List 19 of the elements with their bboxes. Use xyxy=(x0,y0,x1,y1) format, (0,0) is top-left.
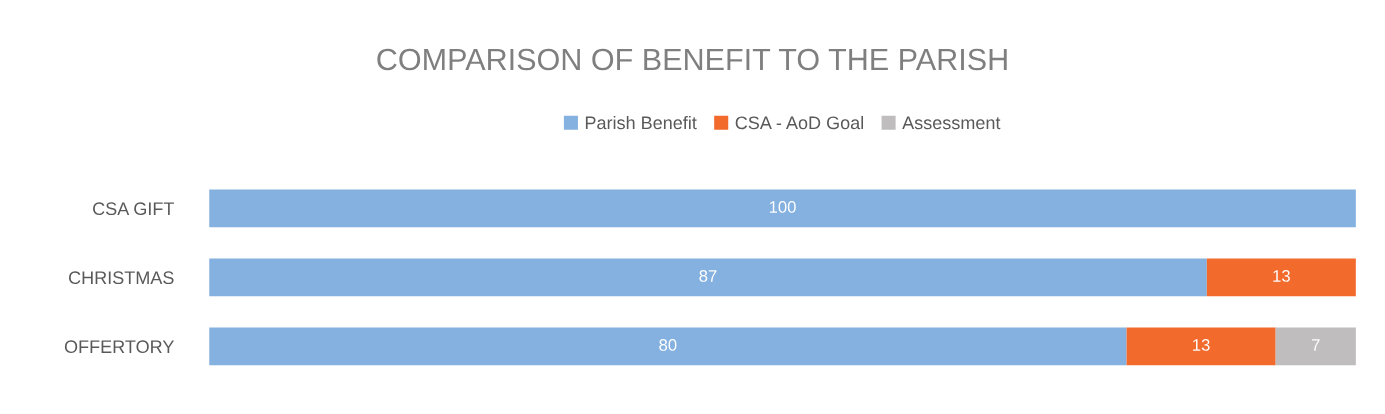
y-tick-label: CSA GIFT xyxy=(93,202,174,216)
data-label: 7 xyxy=(1312,339,1320,351)
bar xyxy=(1206,258,1356,297)
chart-title: COMPARISON OF BENEFIT TO THE PARISH xyxy=(377,48,1007,71)
legend-label: Assessment xyxy=(902,116,1001,130)
data-label: 13 xyxy=(1273,270,1290,282)
data-label: 87 xyxy=(699,270,717,282)
data-label: 80 xyxy=(659,339,677,351)
legend-label: CSA - AoD Goal xyxy=(735,115,864,130)
bar xyxy=(1126,327,1276,366)
y-tick-label: OFFERTORY xyxy=(64,340,175,354)
bar xyxy=(1275,327,1356,366)
y-tick-label: CHRISTMAS xyxy=(69,271,174,285)
legend-label: Parish Benefit xyxy=(585,115,697,130)
bar xyxy=(209,327,1127,366)
data-label: 100 xyxy=(769,201,796,213)
data-label: 13 xyxy=(1193,339,1210,351)
bar xyxy=(209,258,1207,297)
bar xyxy=(209,189,1356,228)
